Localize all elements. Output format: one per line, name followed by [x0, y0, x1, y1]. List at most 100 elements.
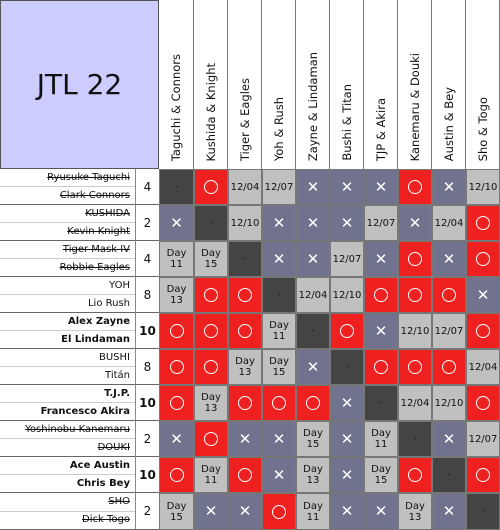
wrestler-name: Titán — [0, 366, 135, 384]
win-circle-icon — [228, 313, 262, 349]
win-circle-icon — [466, 457, 500, 493]
win-circle-icon — [194, 421, 228, 457]
scheduled-match-cell: Day 11 — [194, 457, 228, 493]
win-circle-icon — [194, 349, 228, 385]
table-title: JTL 22 — [0, 0, 159, 169]
self-match-cell — [364, 385, 398, 421]
wrestler-name: Chris Bey — [0, 474, 135, 492]
column-header-label: Tiger & Eagles — [237, 77, 252, 161]
loss-cross-icon — [432, 421, 466, 457]
wrestler-name: Robbie Eagles — [0, 258, 135, 276]
column-header: TJP & Akira — [364, 0, 398, 169]
loss-cross-icon — [398, 205, 432, 241]
team-name-cell: Alex Zayne El Lindaman — [0, 313, 135, 349]
scheduled-match-cell: Day 13 — [194, 385, 228, 421]
loss-cross-icon — [330, 385, 364, 421]
loss-cross-icon — [228, 421, 262, 457]
column-header: Bushi & Titan — [330, 0, 364, 169]
scheduled-match-cell: 12/07 — [330, 241, 364, 277]
points-cell: 10 — [135, 385, 159, 421]
column-header-label: TJP & Akira — [373, 97, 388, 161]
wrestler-name: Dick Togo — [0, 510, 135, 530]
wrestler-name: Francesco Akira — [0, 402, 135, 420]
scheduled-match-cell: 12/07 — [262, 169, 296, 205]
win-circle-icon — [159, 313, 194, 349]
self-match-cell — [228, 241, 262, 277]
scheduled-match-cell: Day 13 — [159, 277, 194, 313]
points-cell: 10 — [135, 457, 159, 493]
loss-cross-icon — [364, 241, 398, 277]
win-circle-icon — [466, 241, 500, 277]
scheduled-match-cell: Day 15 — [262, 349, 296, 385]
self-match-cell — [159, 169, 194, 205]
loss-cross-icon — [330, 169, 364, 205]
win-circle-icon — [364, 349, 398, 385]
win-circle-icon — [228, 457, 262, 493]
points-cell: 4 — [135, 241, 159, 277]
self-match-cell — [194, 205, 228, 241]
loss-cross-icon — [364, 169, 398, 205]
loss-cross-icon — [262, 421, 296, 457]
scheduled-match-cell: Day 13 — [296, 457, 330, 493]
scheduled-match-cell: Day 13 — [398, 493, 432, 530]
win-circle-icon — [194, 313, 228, 349]
self-match-cell — [398, 421, 432, 457]
wrestler-name: Ace Austin — [69, 459, 130, 471]
win-circle-icon — [398, 169, 432, 205]
win-circle-icon — [398, 277, 432, 313]
scheduled-match-cell: Day 15 — [194, 241, 228, 277]
scheduled-match-cell: 12/04 — [296, 277, 330, 313]
loss-cross-icon — [296, 205, 330, 241]
column-header: Zayne & Lindaman — [296, 0, 330, 169]
win-circle-icon — [159, 385, 194, 421]
team-name-cell: BUSHI Titán — [0, 349, 135, 385]
scheduled-match-cell: Day 11 — [159, 241, 194, 277]
column-header: Sho & Togo — [466, 0, 500, 169]
loss-cross-icon — [296, 349, 330, 385]
column-header: Tiger & Eagles — [228, 0, 262, 169]
win-circle-icon — [432, 349, 466, 385]
team-name-cell: YOH Lio Rush — [0, 277, 135, 313]
points-cell: 8 — [135, 349, 159, 385]
loss-cross-icon — [159, 205, 194, 241]
scheduled-match-cell: 12/04 — [432, 205, 466, 241]
win-circle-icon — [228, 385, 262, 421]
scheduled-match-cell: Day 15 — [364, 457, 398, 493]
win-circle-icon — [466, 313, 500, 349]
loss-cross-icon — [432, 493, 466, 530]
column-header-label: Zayne & Lindaman — [305, 51, 320, 161]
loss-cross-icon — [159, 421, 194, 457]
points-cell: 8 — [135, 277, 159, 313]
loss-cross-icon — [330, 421, 364, 457]
scheduled-match-cell: Day 11 — [296, 493, 330, 530]
loss-cross-icon — [330, 493, 364, 530]
column-header: Austin & Bey — [432, 0, 466, 169]
column-header-label: Kanemaru & Douki — [407, 52, 422, 161]
loss-cross-icon — [466, 277, 500, 313]
team-name-cell: KUSHIDA Kevin Knight — [0, 205, 135, 241]
win-circle-icon — [262, 493, 296, 530]
column-header: Taguchi & Connors — [159, 0, 194, 169]
team-name-cell: Ryusuke Taguchi Clark Connors — [0, 169, 135, 205]
column-header: Kanemaru & Douki — [398, 0, 432, 169]
scheduled-match-cell: Day 15 — [159, 493, 194, 530]
loss-cross-icon — [432, 169, 466, 205]
wrestler-name: Clark Connors — [0, 186, 135, 204]
win-circle-icon — [432, 277, 466, 313]
scheduled-match-cell: 12/10 — [398, 313, 432, 349]
loss-cross-icon — [296, 241, 330, 277]
column-header: Yoh & Rush — [262, 0, 296, 169]
column-header-label: Sho & Togo — [475, 96, 490, 161]
self-match-cell — [262, 277, 296, 313]
loss-cross-icon — [364, 493, 398, 530]
self-match-cell — [432, 457, 466, 493]
scheduled-match-cell: Day 13 — [228, 349, 262, 385]
win-circle-icon — [466, 205, 500, 241]
scheduled-match-cell: 12/04 — [398, 385, 432, 421]
loss-cross-icon — [194, 493, 228, 530]
loss-cross-icon — [228, 493, 262, 530]
wrestler-name: Alex Zayne — [68, 315, 130, 327]
wrestler-name: SHO — [108, 495, 130, 507]
win-circle-icon — [262, 385, 296, 421]
